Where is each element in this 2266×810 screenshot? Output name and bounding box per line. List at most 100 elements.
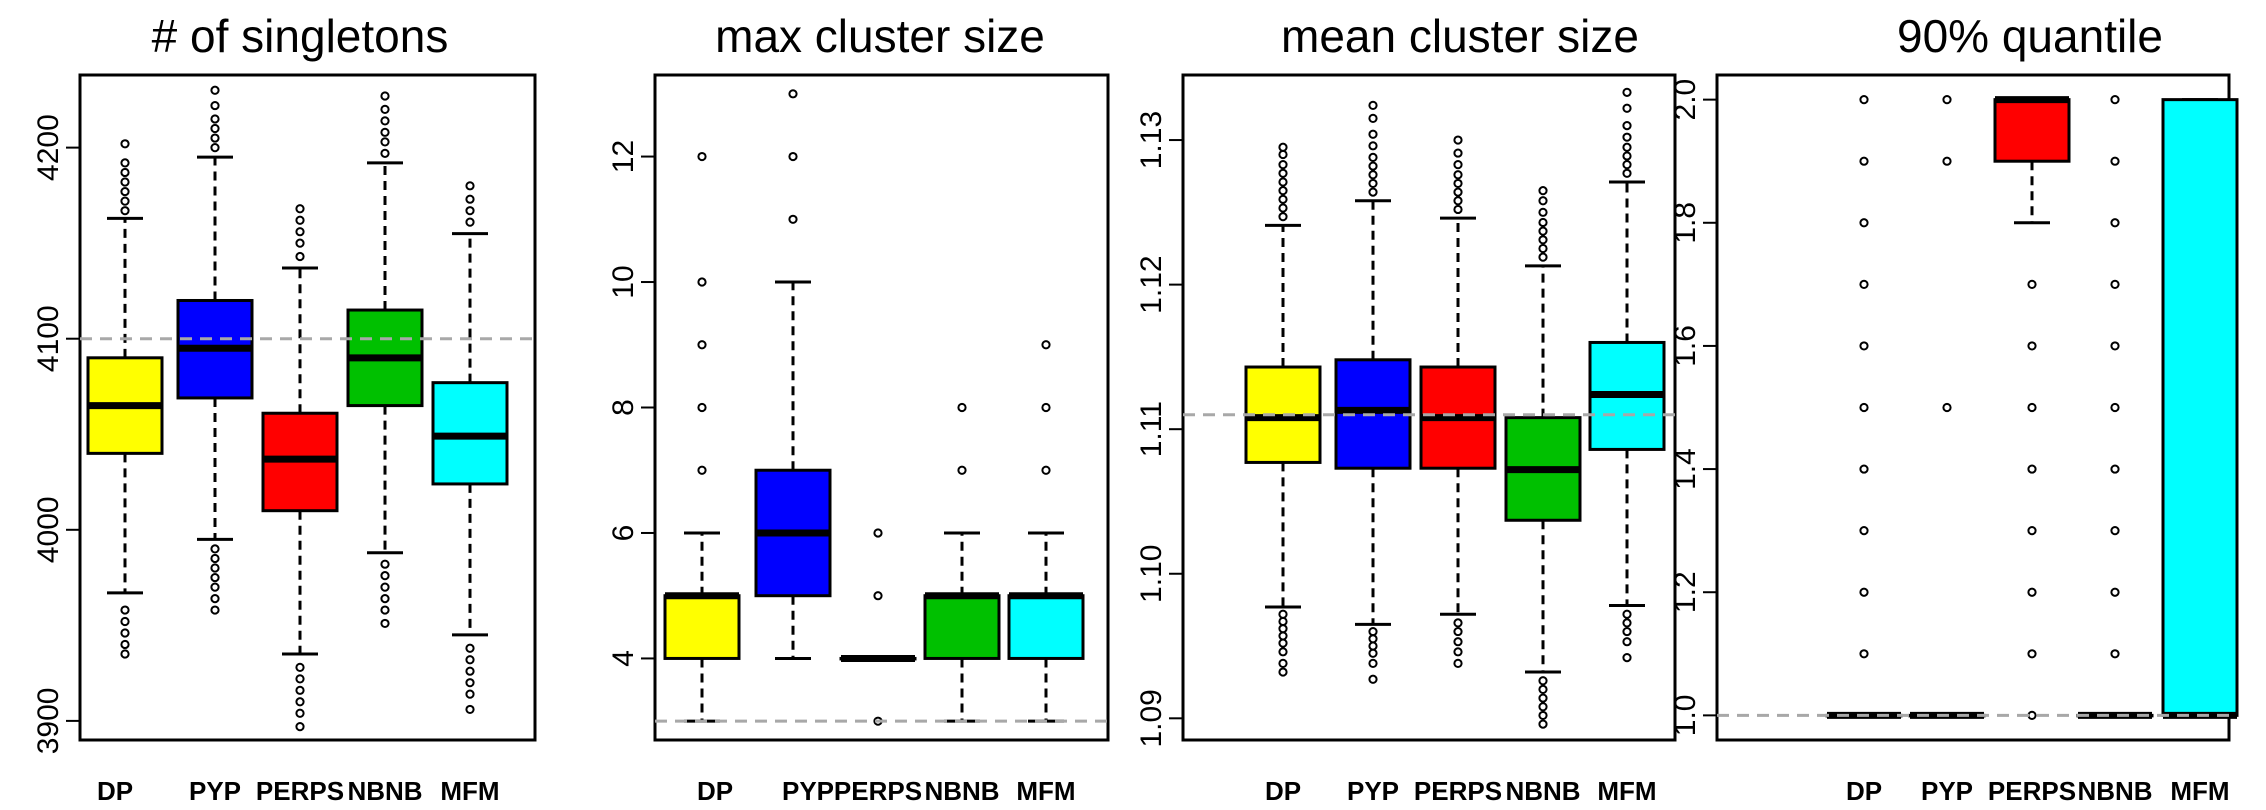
outlier-point	[380, 137, 390, 147]
outlier-point	[1859, 218, 1869, 228]
outlier-point	[2110, 95, 2120, 105]
box-body	[1993, 98, 2071, 163]
box-pyp	[1908, 95, 1986, 719]
outlier-point	[295, 708, 305, 718]
outlier-point	[1278, 160, 1288, 170]
outlier-point	[1278, 638, 1288, 648]
outlier-point	[1622, 160, 1632, 170]
outlier-point	[1278, 647, 1288, 657]
outlier-point	[210, 563, 220, 573]
outlier-point	[120, 639, 130, 650]
outlier-point	[120, 616, 130, 627]
outlier-point	[465, 217, 475, 227]
outlier-point	[2027, 402, 2037, 413]
outlier-point	[1278, 616, 1288, 627]
x-tick-label: DP	[1846, 776, 1882, 806]
outlier-point	[1622, 87, 1632, 97]
x-tick-label: NBNB	[347, 776, 422, 806]
y-tick-label: 12	[607, 140, 640, 173]
outlier-point	[1859, 526, 1869, 536]
outlier-point	[1453, 637, 1463, 647]
outlier-point	[1041, 402, 1051, 413]
outlier-point	[465, 643, 475, 653]
y-tick-label: 1.8	[1669, 202, 1702, 244]
box-body	[923, 594, 1001, 660]
x-tick-label: PERPS	[1414, 776, 1502, 806]
outlier-point	[697, 340, 707, 350]
outlier-point	[1859, 156, 1869, 166]
x-tick-label: MFM	[1016, 776, 1075, 806]
outlier-point	[1538, 196, 1548, 206]
outlier-point	[1278, 149, 1288, 160]
outlier-point	[873, 528, 883, 538]
outlier-point	[697, 402, 707, 413]
x-tick-label: NBNB	[1505, 776, 1580, 806]
outlier-point	[697, 465, 707, 475]
y-tick-label: 4200	[32, 114, 65, 181]
outlier-point	[1622, 618, 1632, 628]
outlier-point	[295, 227, 305, 237]
y-tick-label: 4000	[32, 496, 65, 563]
outlier-point	[1368, 658, 1378, 668]
outlier-point	[1622, 151, 1632, 161]
outlier-point	[697, 277, 707, 287]
box-pyp	[176, 85, 254, 615]
outlier-point	[1368, 100, 1378, 110]
outlier-point	[210, 553, 220, 564]
outlier-point	[1622, 652, 1632, 663]
box-dp	[1825, 95, 1903, 719]
x-tick-label: MFM	[2170, 776, 2229, 806]
outlier-point	[120, 206, 130, 216]
outlier-point	[210, 544, 220, 554]
outlier-point	[295, 251, 305, 262]
y-tick-label: 8	[607, 399, 640, 416]
y-tick-label: 1.6	[1669, 325, 1702, 367]
box-body	[663, 594, 741, 660]
outlier-point	[1538, 226, 1548, 236]
box-dp	[663, 151, 741, 723]
outlier-point	[1453, 647, 1463, 657]
outlier-point	[1368, 626, 1378, 637]
outlier-point	[210, 133, 220, 143]
outlier-point	[697, 151, 707, 162]
plot-frame	[78, 73, 537, 742]
outlier-point	[2027, 587, 2037, 597]
box-nbnb	[923, 402, 1001, 723]
box-perps	[1993, 96, 2071, 720]
outlier-point	[210, 572, 220, 583]
outlier-point	[957, 402, 967, 413]
x-tick-label: MFM	[440, 776, 499, 806]
outlier-point	[380, 571, 390, 581]
outlier-point	[380, 148, 390, 158]
x-tick-label: DP	[697, 776, 733, 806]
plot-frame	[1715, 73, 2231, 742]
box-nbnb	[1504, 186, 1582, 729]
outlier-point	[120, 196, 130, 206]
chart-title: mean cluster size	[1281, 10, 1639, 62]
box-nbnb	[2076, 95, 2154, 719]
outlier-point	[1453, 626, 1463, 637]
outlier-point	[1278, 203, 1288, 213]
outlier-point	[1368, 674, 1378, 684]
box-nbnb	[346, 91, 424, 629]
chart-title: 90% quantile	[1897, 10, 2163, 62]
outlier-point	[2110, 464, 2120, 474]
outlier-point	[380, 605, 390, 615]
outlier-point	[295, 662, 305, 672]
x-tick-label: PERPS	[256, 776, 344, 806]
outlier-point	[2027, 279, 2037, 289]
outlier-point	[1622, 168, 1632, 178]
outlier-point	[1278, 212, 1288, 222]
x-tick-label: DP	[97, 776, 133, 806]
outlier-point	[1942, 402, 1952, 413]
outlier-point	[1278, 194, 1288, 204]
outlier-point	[295, 215, 305, 225]
outlier-point	[380, 91, 390, 101]
outlier-point	[1538, 235, 1548, 245]
outlier-point	[1368, 141, 1378, 151]
outlier-point	[1453, 196, 1463, 206]
outlier-point	[1859, 587, 1869, 597]
outlier-point	[1368, 648, 1378, 658]
outlier-point	[1453, 187, 1463, 197]
outlier-point	[1859, 341, 1869, 351]
